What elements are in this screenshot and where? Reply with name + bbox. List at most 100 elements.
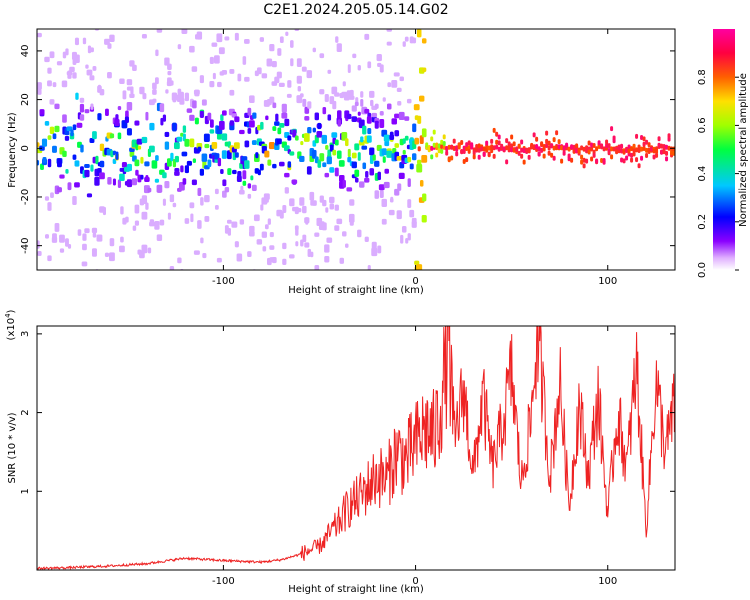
spectrogram-cell [184, 138, 190, 147]
spectrogram-cell [191, 66, 198, 72]
spectrogram-cell [197, 187, 202, 197]
spectrogram-cell [100, 308, 104, 312]
spectrogram-cell [174, 5, 179, 13]
spectrogram-cell [284, 172, 290, 178]
spectrogram-cell [126, 179, 133, 188]
spectrogram-cell [370, 99, 374, 107]
spectrogram-cell [84, 163, 90, 169]
spectrogram-cell [56, 61, 63, 66]
spectrogram-cell [194, 117, 199, 125]
chart-title: C2E1.2024.205.05.14.G02 [263, 2, 448, 18]
spectrogram-cell [145, 175, 149, 180]
spectrogram-cell [490, 144, 494, 150]
spectrogram-cell [334, 167, 339, 177]
spectrogram-cell [505, 159, 509, 165]
spectrogram-cell [567, 156, 571, 162]
spectrogram-cell [522, 148, 526, 154]
spectrogram-panel: -100 0 100 -40 -20 0 20 40 Height of straight l… [7, 5, 676, 334]
spectrogram-cell [184, 165, 189, 174]
spectrogram-cell [91, 248, 97, 257]
spectrogram-cell [259, 290, 265, 295]
spectrogram-cell [627, 144, 631, 150]
spectrogram-cell [495, 139, 499, 145]
spectrogram-cell [392, 328, 396, 334]
spectrogram-cell [354, 143, 360, 151]
spectrogram-cell [394, 113, 400, 119]
spectrogram-cell [137, 17, 141, 25]
spectrogram-cell [316, 130, 323, 138]
spectrogram-cell [317, 122, 322, 130]
spectrogram-cell [67, 284, 71, 290]
spectrogram-cell [351, 105, 357, 112]
spectrogram-cell [57, 158, 62, 168]
spectrogram-cell [199, 75, 204, 84]
spectrogram-cell [570, 144, 574, 150]
spectrogram-cell [480, 146, 484, 152]
spectrogram-cell [650, 146, 654, 152]
spectrogram-cell [65, 48, 69, 56]
spectrogram-cell [213, 55, 220, 64]
spectrogram-cell [336, 218, 343, 225]
spectrogram-cell [421, 215, 427, 223]
spectrogram-cell [396, 156, 402, 161]
spectrogram-cell [95, 155, 99, 165]
spectrogram-cell [47, 67, 52, 74]
spectrogram-cell [394, 130, 400, 137]
spectrogram-cell [364, 33, 370, 40]
spectrogram-cell [505, 138, 509, 144]
snr-multiplier-exp: 4 [4, 313, 12, 318]
spectrogram-cell [635, 147, 639, 153]
spectrogram-cell [386, 29, 392, 32]
spectrogram-cell [79, 114, 85, 121]
spectrogram-cell [152, 89, 157, 95]
colorbar-label: Normalized spectral amplitude [738, 73, 749, 227]
spectrogram-cell [622, 158, 626, 164]
spectrogram-cell [364, 177, 370, 183]
spectrogram-cell [47, 80, 52, 87]
spectrogram-cell [242, 180, 247, 186]
spectrogram-cell [248, 120, 255, 128]
spectrogram-cell [59, 174, 65, 179]
spectrogram-cell [122, 90, 127, 100]
spectrogram-cell [252, 112, 257, 119]
spectrogram-cell [107, 12, 111, 17]
spectrogram-cell [592, 152, 596, 158]
spectrogram-cell [345, 138, 349, 147]
spectrogram-cell [99, 143, 105, 151]
spectrogram-cell [402, 41, 406, 47]
spectrogram-cell [80, 144, 84, 153]
spectrogram-cell [261, 73, 268, 79]
spectrogram-cell [497, 140, 501, 146]
spectrogram-cell [41, 138, 48, 147]
spectrogram-cell [357, 111, 361, 116]
spectrogram-cell [187, 301, 192, 305]
snr-ticks: -100 0 100 1 2 3 [20, 326, 675, 587]
spectrogram-cell [234, 152, 239, 158]
spectrogram-cell [547, 140, 551, 146]
spectrogram-cell [265, 115, 269, 121]
spectrogram-cell [164, 131, 170, 138]
spectrogram-cell [552, 145, 556, 151]
spectrogram-cell [191, 179, 197, 186]
spectrogram-cell [224, 36, 230, 41]
spectrogram-cell [590, 156, 594, 162]
spectrogram-cell [72, 196, 77, 206]
spectrogram-cell [67, 244, 72, 249]
spectrogram-cell [379, 64, 384, 73]
spectrogram-cell [251, 140, 257, 145]
spectrogram-cell [257, 169, 261, 176]
spectrogram-cell [52, 82, 57, 88]
spectrogram-cell [632, 147, 636, 153]
spectrogram-cell [117, 132, 122, 140]
spectrogram-cell [324, 93, 329, 103]
spectrogram-cell [652, 148, 656, 154]
spectrogram-cell [135, 169, 139, 176]
spectrogram-cell [222, 110, 227, 116]
snr-ylabel: SNR (10 * v/v) [7, 412, 18, 483]
spectrogram-cell [391, 118, 398, 125]
spectrogram-cell [617, 145, 621, 151]
spectrogram-cell [642, 136, 646, 142]
spectrogram-cell [607, 150, 611, 156]
spectrogram-cell [550, 152, 554, 158]
